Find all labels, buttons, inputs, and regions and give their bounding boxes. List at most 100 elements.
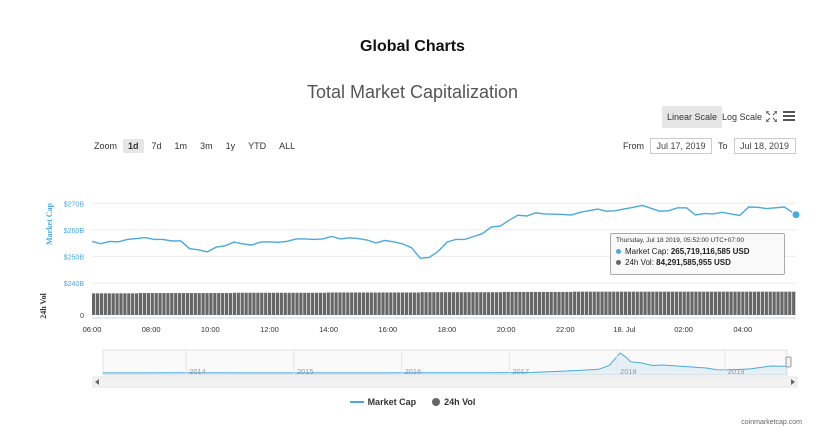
volume-bar: [447, 292, 452, 315]
volume-bar: [780, 291, 784, 315]
volume-bar: [670, 291, 675, 315]
volume-bar: [135, 293, 139, 315]
navigator-tick-label: 2015: [297, 367, 314, 376]
volume-bar: [99, 293, 104, 315]
volume-bar: [365, 292, 369, 315]
volume-bar: [510, 291, 514, 315]
volume-bar: [268, 292, 272, 315]
volume-bar: [166, 293, 170, 315]
volume-bar: [533, 291, 538, 315]
volume-bar: [678, 291, 682, 315]
x-tick-label: 18. Jul: [613, 325, 635, 334]
zoom-1m-button[interactable]: 1m: [174, 141, 188, 151]
tooltip-volume-line: 24h Vol: 84,291,585,955 USD: [616, 257, 779, 268]
legend-item-24h-vol[interactable]: 24h Vol: [432, 397, 475, 407]
volume-bar: [127, 293, 131, 315]
zoom-1y-button[interactable]: 1y: [225, 141, 236, 151]
volume-bar: [459, 292, 463, 315]
scroll-right-arrow-icon[interactable]: [791, 379, 795, 385]
y-axis-title-24h-vol: 24h Vol: [39, 292, 48, 318]
volume-bar: [737, 291, 741, 315]
x-tick-label: 10:00: [201, 325, 220, 334]
volume-bar: [373, 292, 377, 315]
volume-bar: [350, 292, 354, 315]
volume-bar: [522, 291, 526, 315]
linear-scale-button[interactable]: Linear Scale: [662, 106, 723, 128]
navigator-tick-label: 2018: [620, 367, 637, 376]
volume-bar: [377, 292, 381, 315]
volume-bar: [264, 292, 268, 315]
y-tick-label: $270B: [64, 201, 85, 208]
hamburger-menu-icon[interactable]: [783, 111, 795, 121]
chart-title: Total Market Capitalization: [306, 82, 519, 102]
volume-bar: [123, 293, 127, 315]
volume-bar: [502, 291, 506, 315]
volume-bar: [541, 291, 545, 315]
volume-bar: [174, 293, 178, 315]
volume-bar: [659, 291, 663, 315]
volume-bar: [702, 291, 706, 315]
volume-bar: [393, 292, 397, 315]
volume-bar: [389, 292, 393, 315]
volume-bar: [490, 292, 495, 315]
from-label: From: [623, 141, 644, 151]
date-range-selector: From Jul 17, 2019 To Jul 18, 2019: [623, 137, 802, 155]
volume-bar: [694, 291, 698, 315]
volume-bar: [549, 291, 553, 315]
volume-bar: [655, 291, 659, 315]
volume-bar: [651, 291, 655, 315]
volume-bar: [201, 293, 205, 315]
volume-bar: [792, 291, 796, 315]
zoom-all-button[interactable]: ALL: [279, 141, 296, 151]
volume-bar: [506, 291, 510, 315]
volume-bar: [357, 292, 362, 315]
volume-bar: [170, 293, 174, 315]
market-cap-line-layer: [91, 204, 801, 260]
volume-bar: [596, 291, 600, 315]
to-date-input[interactable]: Jul 18, 2019: [733, 138, 796, 154]
volume-bar: [213, 293, 217, 315]
volume-bar: [346, 292, 350, 315]
x-tick-label: 18:00: [438, 325, 457, 334]
volume-bar: [709, 291, 714, 315]
chart-tooltip: Thursday, Jul 18 2019, 05:52:00 UTC+07:0…: [610, 233, 785, 275]
market-cap-line: [91, 204, 797, 260]
volume-bar: [463, 292, 467, 315]
from-date-input[interactable]: Jul 17, 2019: [650, 138, 712, 154]
grid-layer: [92, 202, 796, 284]
volume-bar: [404, 292, 409, 315]
volume-bar: [178, 293, 182, 315]
volume-bar: [119, 293, 123, 315]
market-cap-chart[interactable]: $270B $260B $250B $240B 0 06:00 08:00 10:00 12:…: [0, 160, 825, 392]
volume-bar: [498, 292, 502, 315]
zoom-ytd-button[interactable]: YTD: [248, 141, 267, 151]
fullscreen-icon[interactable]: [766, 111, 777, 122]
legend-item-market-cap[interactable]: Market Cap: [349, 397, 416, 407]
volume-bar: [142, 293, 147, 315]
volume-bar: [514, 291, 518, 315]
zoom-3m-button[interactable]: 3m: [200, 141, 213, 151]
x-axis-labels: 06:00 08:00 10:00 12:00 14:00 16:00 18:00 20:00…: [83, 317, 796, 334]
volume-bar: [209, 293, 213, 315]
volume-bar: [620, 291, 624, 315]
volume-bar: [713, 291, 718, 315]
zoom-7d-button[interactable]: 7d: [151, 141, 162, 151]
volume-bar: [330, 292, 334, 315]
scroll-left-arrow-icon[interactable]: [95, 379, 99, 385]
volume-bar: [682, 291, 686, 315]
volume-bar: [436, 292, 440, 315]
log-scale-button[interactable]: Log Scale: [722, 112, 763, 122]
volume-bar: [494, 292, 499, 315]
zoom-1d-button[interactable]: 1d: [123, 139, 144, 153]
navigator-handle[interactable]: [785, 356, 792, 368]
volume-bar: [573, 291, 577, 315]
volume-bar: [623, 291, 628, 315]
volume-bar: [354, 292, 358, 315]
volume-bar: [475, 292, 479, 315]
volume-bar: [361, 292, 366, 315]
volume-bar: [643, 291, 647, 315]
volume-bar: [217, 293, 221, 315]
volume-bar: [706, 291, 710, 315]
y-tick-label: $240B: [64, 281, 85, 288]
volume-bar: [400, 292, 405, 315]
